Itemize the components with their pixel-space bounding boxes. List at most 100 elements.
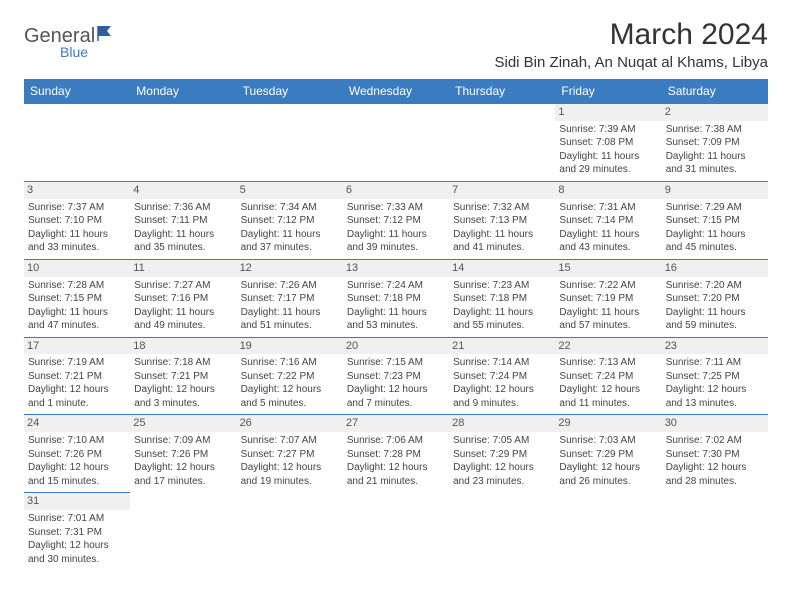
day-number: 15	[555, 260, 661, 277]
cell-line: Sunset: 7:10 PM	[28, 214, 126, 228]
day-number: 8	[555, 182, 661, 199]
flag-icon	[97, 24, 119, 42]
cell-line: and 9 minutes.	[453, 397, 551, 411]
day-number: 19	[237, 338, 343, 355]
day-number: 23	[662, 338, 768, 355]
calendar-week-row: 3Sunrise: 7:37 AMSunset: 7:10 PMDaylight…	[24, 181, 768, 259]
day-number: 18	[130, 338, 236, 355]
cell-line: and 39 minutes.	[347, 241, 445, 255]
calendar-cell: 18Sunrise: 7:18 AMSunset: 7:21 PMDayligh…	[130, 337, 236, 415]
day-number: 3	[24, 182, 130, 199]
cell-line: Sunset: 7:31 PM	[28, 526, 126, 540]
day-number: 26	[237, 415, 343, 432]
cell-line: and 29 minutes.	[559, 163, 657, 177]
cell-line: Daylight: 11 hours	[347, 228, 445, 242]
calendar-cell	[130, 493, 236, 570]
day-number: 13	[343, 260, 449, 277]
calendar-cell	[343, 104, 449, 182]
cell-line: Sunrise: 7:24 AM	[347, 279, 445, 293]
day-header: Tuesday	[237, 79, 343, 104]
cell-line: Sunset: 7:26 PM	[134, 448, 232, 462]
cell-line: Sunrise: 7:26 AM	[241, 279, 339, 293]
cell-line: Sunrise: 7:39 AM	[559, 123, 657, 137]
day-number: 14	[449, 260, 555, 277]
day-number: 28	[449, 415, 555, 432]
calendar-week-row: 24Sunrise: 7:10 AMSunset: 7:26 PMDayligh…	[24, 415, 768, 493]
calendar-cell: 28 Sunrise: 7:05 AMSunset: 7:29 PMDayligh…	[449, 415, 555, 493]
calendar-cell: 22Sunrise: 7:13 AMSunset: 7:24 PMDayligh…	[555, 337, 661, 415]
cell-line: Daylight: 11 hours	[666, 150, 764, 164]
cell-line: Sunrise: 7:02 AM	[666, 434, 764, 448]
cell-line: Daylight: 12 hours	[134, 461, 232, 475]
calendar-cell: 10Sunrise: 7:28 AMSunset: 7:15 PMDayligh…	[24, 259, 130, 337]
calendar-cell: 17Sunrise: 7:19 AMSunset: 7:21 PMDayligh…	[24, 337, 130, 415]
header: General Blue March 2024 Sidi Bin Zinah, …	[24, 18, 768, 71]
cell-line: and 45 minutes.	[666, 241, 764, 255]
day-number: 25	[130, 415, 236, 432]
calendar-cell: 2Sunrise: 7:38 AMSunset: 7:09 PMDaylight…	[662, 104, 768, 182]
cell-line: Daylight: 11 hours	[666, 228, 764, 242]
day-number: 11	[130, 260, 236, 277]
cell-line: Sunset: 7:17 PM	[241, 292, 339, 306]
cell-line: Sunset: 7:21 PM	[134, 370, 232, 384]
cell-line: Sunset: 7:29 PM	[453, 448, 551, 462]
calendar-cell: 23Sunrise: 7:11 AMSunset: 7:25 PMDayligh…	[662, 337, 768, 415]
calendar-cell	[449, 104, 555, 182]
cell-line: Sunrise: 7:19 AM	[28, 356, 126, 370]
day-number: 20	[343, 338, 449, 355]
day-number: 5	[237, 182, 343, 199]
day-number: 17	[24, 338, 130, 355]
calendar-cell: 13Sunrise: 7:24 AMSunset: 7:18 PMDayligh…	[343, 259, 449, 337]
cell-line: Sunrise: 7:22 AM	[559, 279, 657, 293]
day-header: Sunday	[24, 79, 130, 104]
cell-line: and 5 minutes.	[241, 397, 339, 411]
cell-line: Sunset: 7:14 PM	[559, 214, 657, 228]
cell-line: Sunset: 7:19 PM	[559, 292, 657, 306]
calendar-table: SundayMondayTuesdayWednesdayThursdayFrid…	[24, 79, 768, 570]
day-number: 27	[343, 415, 449, 432]
cell-line: Sunrise: 7:23 AM	[453, 279, 551, 293]
cell-line: and 15 minutes.	[28, 475, 126, 489]
day-header: Wednesday	[343, 79, 449, 104]
cell-line: Daylight: 12 hours	[347, 383, 445, 397]
calendar-cell	[555, 493, 661, 570]
cell-line: Sunset: 7:09 PM	[666, 136, 764, 150]
cell-line: Sunrise: 7:03 AM	[559, 434, 657, 448]
cell-line: and 43 minutes.	[559, 241, 657, 255]
cell-line: and 11 minutes.	[559, 397, 657, 411]
cell-line: Sunrise: 7:09 AM	[134, 434, 232, 448]
cell-line: Daylight: 12 hours	[453, 461, 551, 475]
cell-line: and 1 minute.	[28, 397, 126, 411]
cell-line: and 7 minutes.	[347, 397, 445, 411]
calendar-cell: 4Sunrise: 7:36 AMSunset: 7:11 PMDaylight…	[130, 181, 236, 259]
calendar-cell: 24Sunrise: 7:10 AMSunset: 7:26 PMDayligh…	[24, 415, 130, 493]
month-title: March 2024	[495, 18, 769, 52]
cell-line: Sunrise: 7:29 AM	[666, 201, 764, 215]
cell-line: Sunrise: 7:10 AM	[28, 434, 126, 448]
day-number: 7	[449, 182, 555, 199]
calendar-cell	[237, 493, 343, 570]
cell-line: Sunrise: 7:05 AM	[453, 434, 551, 448]
cell-line: Sunset: 7:15 PM	[28, 292, 126, 306]
day-number: 24	[24, 415, 130, 432]
cell-line: and 47 minutes.	[28, 319, 126, 333]
cell-line: and 57 minutes.	[559, 319, 657, 333]
cell-line: and 3 minutes.	[134, 397, 232, 411]
calendar-week-row: 10Sunrise: 7:28 AMSunset: 7:15 PMDayligh…	[24, 259, 768, 337]
cell-line: and 19 minutes.	[241, 475, 339, 489]
cell-line: Sunrise: 7:28 AM	[28, 279, 126, 293]
cell-line: and 37 minutes.	[241, 241, 339, 255]
calendar-cell: 1Sunrise: 7:39 AMSunset: 7:08 PMDaylight…	[555, 104, 661, 182]
calendar-cell	[662, 493, 768, 570]
calendar-cell: 15Sunrise: 7:22 AMSunset: 7:19 PMDayligh…	[555, 259, 661, 337]
cell-line: Sunrise: 7:16 AM	[241, 356, 339, 370]
cell-line: Daylight: 11 hours	[453, 228, 551, 242]
cell-line: Sunset: 7:21 PM	[28, 370, 126, 384]
cell-line: Daylight: 12 hours	[347, 461, 445, 475]
day-header: Thursday	[449, 79, 555, 104]
cell-line: Daylight: 11 hours	[559, 150, 657, 164]
cell-line: and 21 minutes.	[347, 475, 445, 489]
day-header: Monday	[130, 79, 236, 104]
cell-line: Sunrise: 7:01 AM	[28, 512, 126, 526]
cell-line: and 26 minutes.	[559, 475, 657, 489]
